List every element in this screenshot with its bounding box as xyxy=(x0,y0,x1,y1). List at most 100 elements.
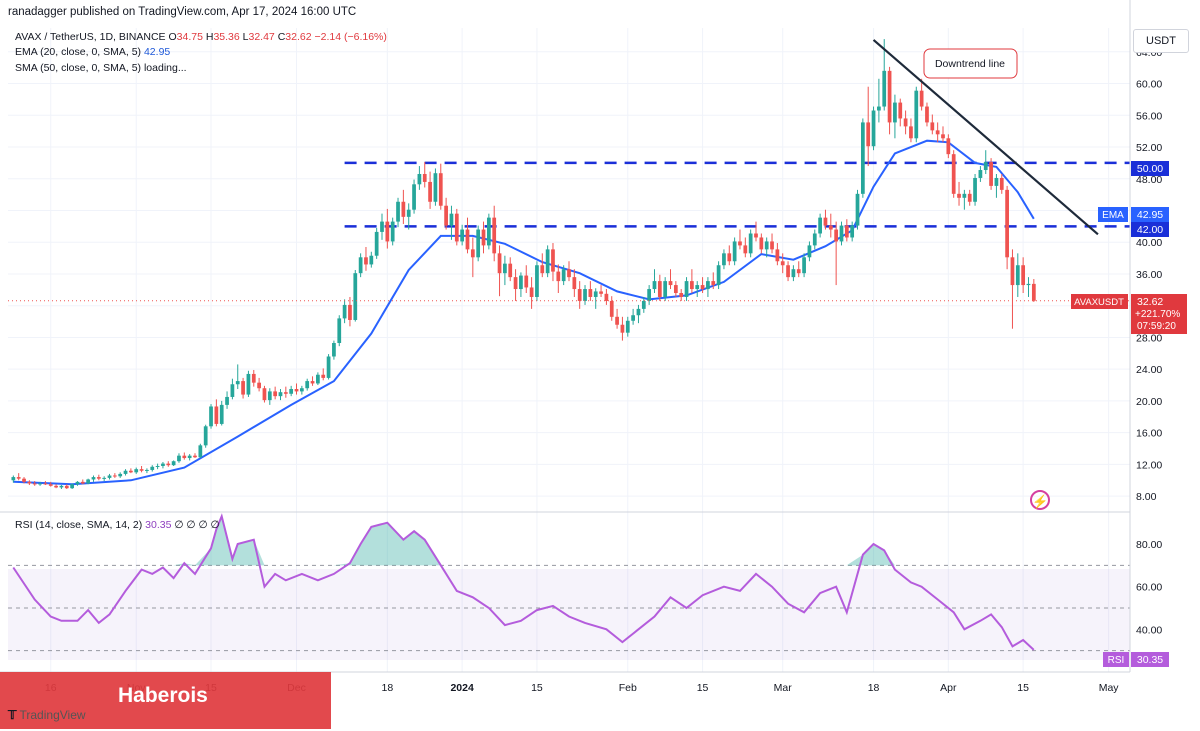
candle[interactable] xyxy=(43,481,48,486)
candle[interactable] xyxy=(273,386,278,400)
candle[interactable] xyxy=(877,78,881,123)
candle[interactable] xyxy=(118,472,123,478)
legend-sma[interactable]: SMA (50, close, 0, SMA, 5) loading... xyxy=(15,62,187,74)
candle[interactable] xyxy=(935,122,940,143)
candle[interactable] xyxy=(422,162,427,188)
candle[interactable] xyxy=(860,118,865,198)
candle[interactable] xyxy=(38,481,42,486)
candle[interactable] xyxy=(267,388,272,405)
candle[interactable] xyxy=(444,197,448,230)
candle[interactable] xyxy=(791,265,796,282)
candle[interactable] xyxy=(989,158,993,190)
candle[interactable] xyxy=(369,251,374,268)
candle[interactable] xyxy=(919,78,924,111)
candle[interactable] xyxy=(289,385,294,397)
candle[interactable] xyxy=(380,213,384,240)
candle[interactable] xyxy=(102,476,107,482)
candle[interactable] xyxy=(727,245,732,266)
candle[interactable] xyxy=(850,221,855,242)
rsi-polyline[interactable] xyxy=(12,513,1035,651)
candle[interactable] xyxy=(166,461,171,467)
candle[interactable] xyxy=(219,400,224,426)
candle[interactable] xyxy=(567,261,571,282)
candle[interactable] xyxy=(519,272,523,297)
candle[interactable] xyxy=(513,269,518,301)
candle[interactable] xyxy=(417,166,422,190)
candle[interactable] xyxy=(22,477,26,484)
candle[interactable] xyxy=(11,475,16,483)
candle[interactable] xyxy=(433,168,438,206)
candle[interactable] xyxy=(577,281,582,309)
candle[interactable] xyxy=(364,246,368,271)
candle[interactable] xyxy=(834,221,839,286)
candle[interactable] xyxy=(129,468,133,474)
candle[interactable] xyxy=(75,481,80,486)
candle[interactable] xyxy=(241,377,245,399)
candle[interactable] xyxy=(716,261,721,290)
candle[interactable] xyxy=(492,205,497,262)
candle[interactable] xyxy=(1021,257,1026,294)
candle[interactable] xyxy=(764,237,769,258)
candle[interactable] xyxy=(930,114,935,135)
candle[interactable] xyxy=(775,243,780,266)
lightning-icon[interactable]: ⚡ xyxy=(1030,490,1050,510)
candle[interactable] xyxy=(871,106,876,151)
candle[interactable] xyxy=(214,399,219,427)
candle[interactable] xyxy=(690,269,694,294)
candle[interactable] xyxy=(305,378,310,391)
candle[interactable] xyxy=(770,233,774,254)
candle[interactable] xyxy=(337,315,342,347)
candle[interactable] xyxy=(203,424,208,448)
candle[interactable] xyxy=(155,463,160,470)
candle[interactable] xyxy=(123,469,128,476)
candle[interactable] xyxy=(428,171,432,209)
legend-ema[interactable]: EMA (20, close, 0, SMA, 5) 42.95 xyxy=(15,46,171,58)
candle[interactable] xyxy=(796,261,801,278)
candle[interactable] xyxy=(412,179,416,214)
candle[interactable] xyxy=(700,277,705,294)
candle[interactable] xyxy=(454,208,459,246)
candle[interactable] xyxy=(743,237,748,258)
candle[interactable] xyxy=(107,473,112,480)
candle[interactable] xyxy=(348,296,352,327)
candle[interactable] xyxy=(182,452,187,460)
candle[interactable] xyxy=(1010,249,1015,329)
candle[interactable] xyxy=(807,241,812,262)
candle[interactable] xyxy=(460,224,465,246)
candle[interactable] xyxy=(161,462,165,469)
candle[interactable] xyxy=(91,475,96,482)
candle[interactable] xyxy=(663,277,668,301)
candle[interactable] xyxy=(209,404,213,429)
candle[interactable] xyxy=(636,304,641,324)
candle[interactable] xyxy=(1015,253,1020,297)
candle[interactable] xyxy=(684,277,689,301)
candle[interactable] xyxy=(812,229,817,250)
candle[interactable] xyxy=(657,274,662,301)
candle[interactable] xyxy=(278,389,283,401)
candle[interactable] xyxy=(476,225,481,262)
candle[interactable] xyxy=(999,173,1004,194)
candle[interactable] xyxy=(326,354,331,380)
candle[interactable] xyxy=(112,473,117,478)
candle[interactable] xyxy=(738,229,742,250)
candle[interactable] xyxy=(967,189,972,206)
candle[interactable] xyxy=(251,369,256,387)
candle[interactable] xyxy=(652,269,657,294)
candle[interactable] xyxy=(465,217,470,254)
candle[interactable] xyxy=(48,481,53,487)
candle[interactable] xyxy=(503,255,507,286)
candle[interactable] xyxy=(593,288,598,309)
candle[interactable] xyxy=(262,385,267,403)
candle[interactable] xyxy=(390,217,395,246)
candle[interactable] xyxy=(572,269,577,297)
candle[interactable] xyxy=(802,253,806,278)
candle[interactable] xyxy=(673,281,678,297)
candle[interactable] xyxy=(828,213,833,238)
candle[interactable] xyxy=(823,209,828,230)
candle[interactable] xyxy=(951,150,956,198)
candle[interactable] xyxy=(545,245,550,278)
candle[interactable] xyxy=(449,205,454,240)
candle[interactable] xyxy=(96,474,101,481)
candle[interactable] xyxy=(625,316,630,337)
candle[interactable] xyxy=(235,364,240,390)
